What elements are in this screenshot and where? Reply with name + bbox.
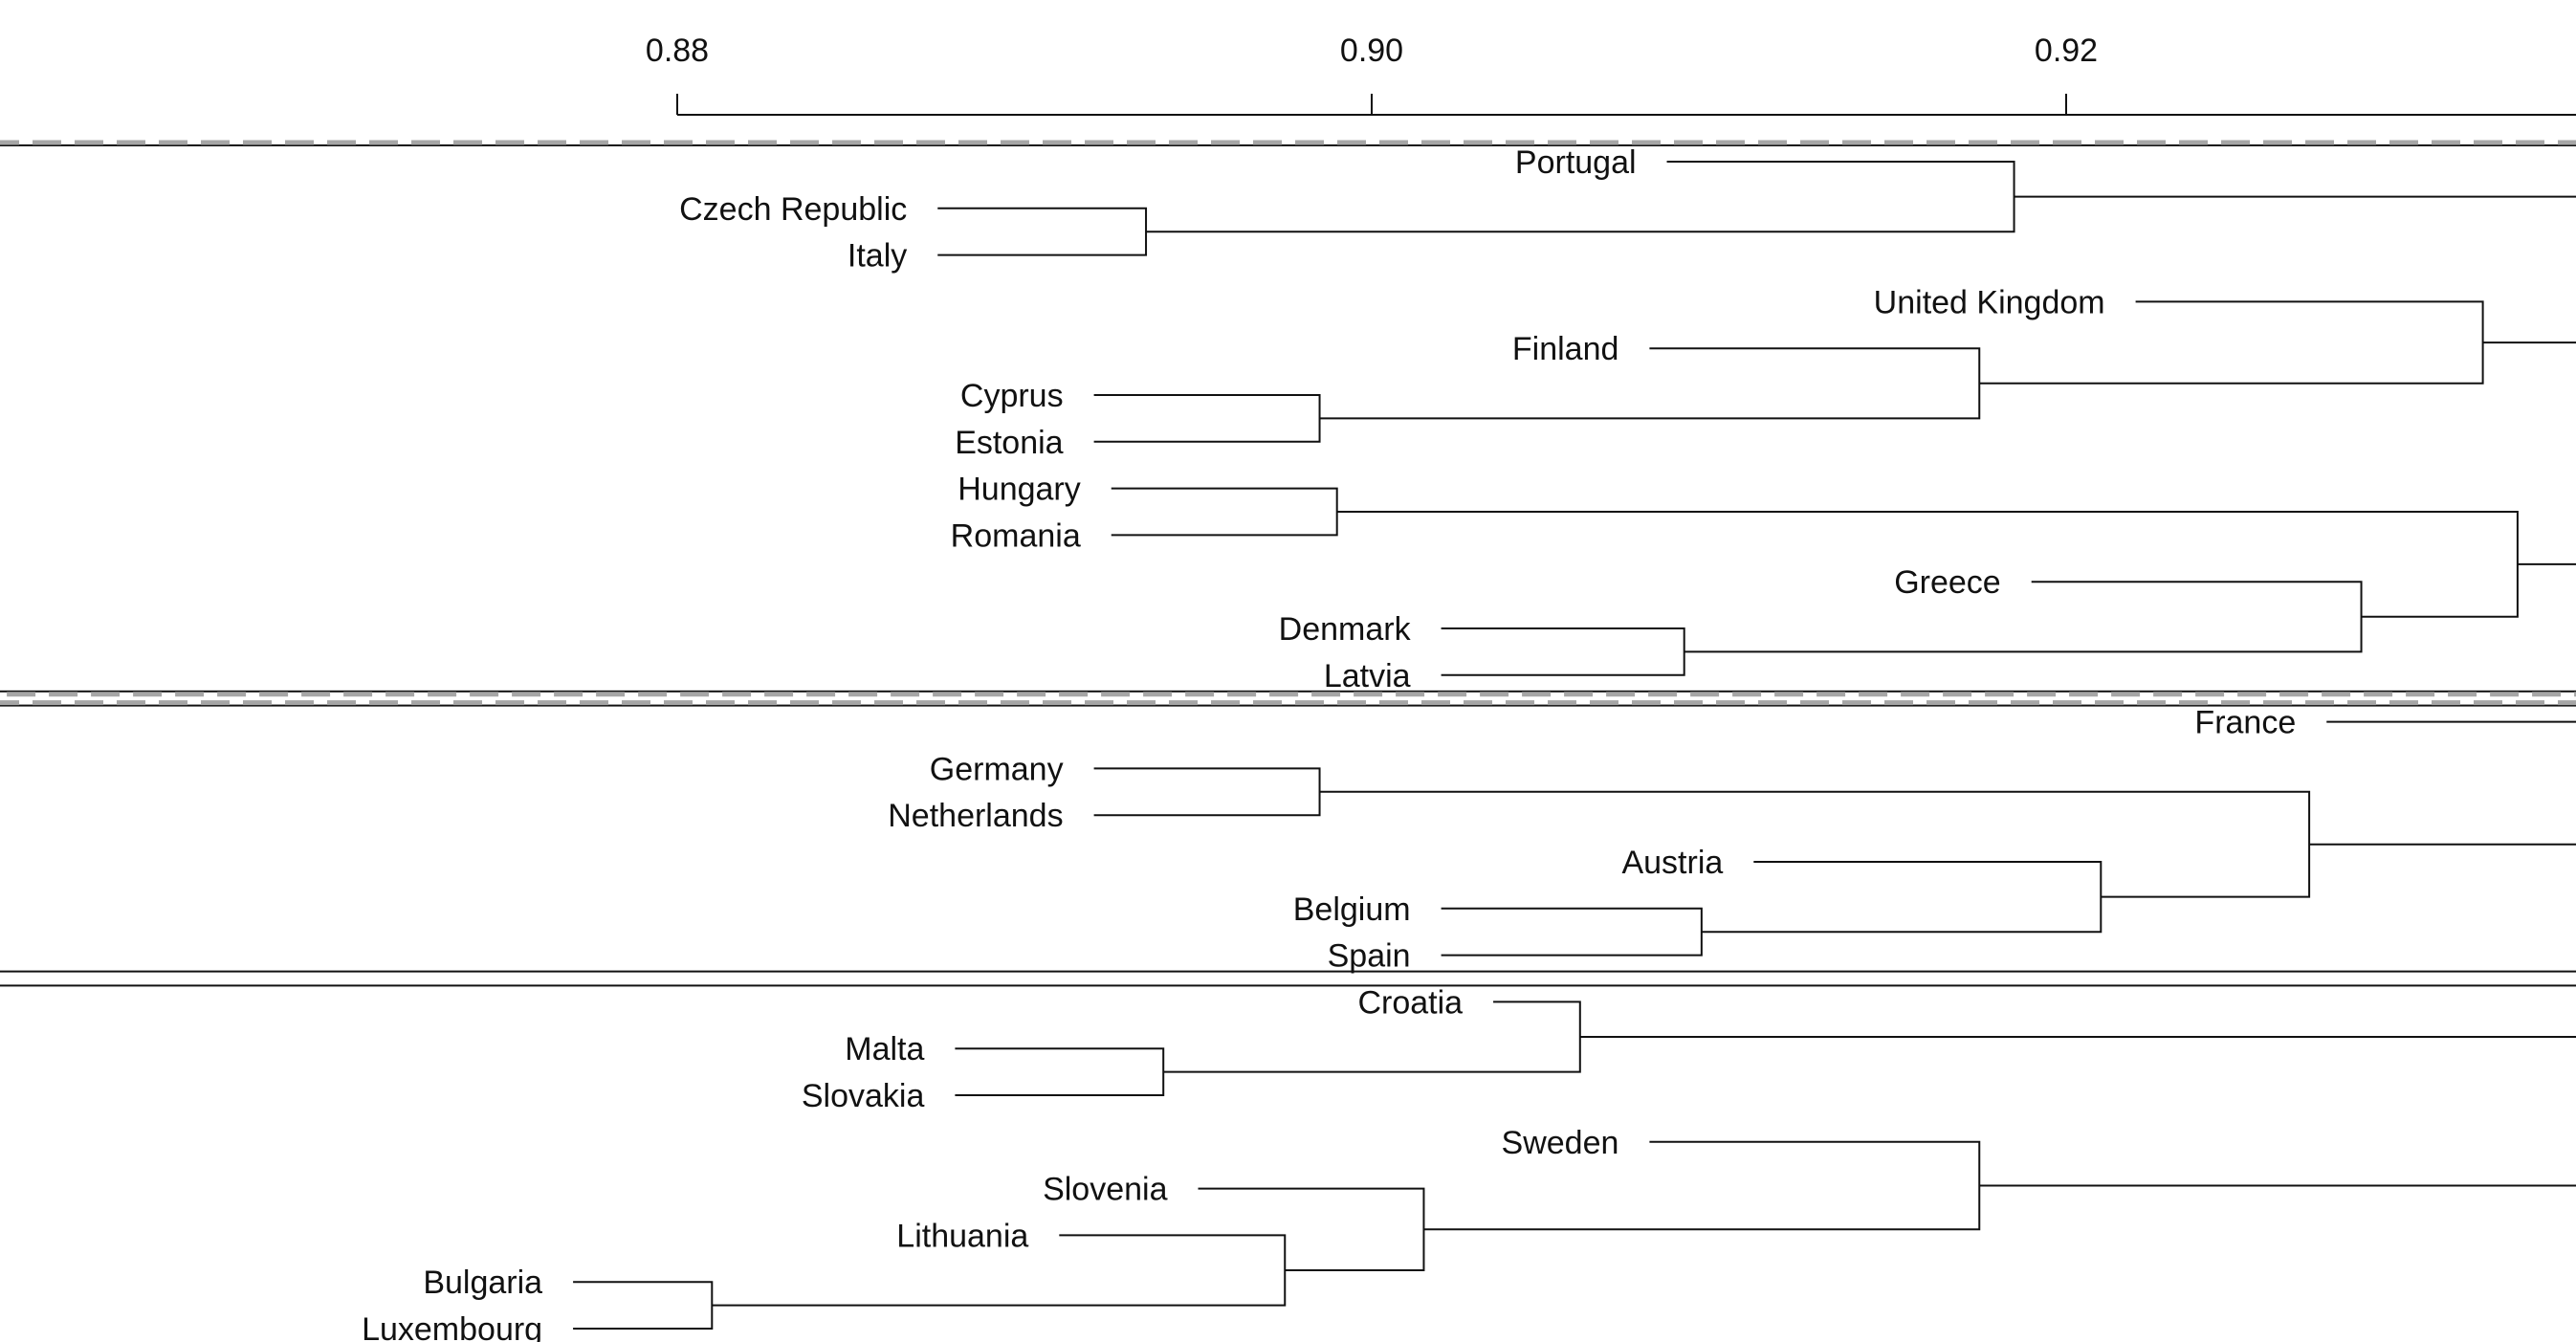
merge-link [2482,341,2576,565]
merge-link [2309,720,2576,846]
dashed-group-1-box [0,140,2576,697]
leaf-label-finland: Finland [1512,331,1619,367]
leaf-label-austria: Austria [1621,845,1723,881]
leaf-label-belgium: Belgium [1293,891,1411,928]
axis-tick-label: 0.92 [2035,33,2098,69]
leaf-label-latvia: Latvia [1324,658,1411,694]
leaf-label-italy: Italy [848,238,907,275]
leaf-label-hungary: Hungary [958,472,1081,508]
merge-link [1093,394,1321,443]
leaf-label-greece: Greece [1894,564,2001,601]
dashed-group-2-box [0,700,2576,706]
leaf-label-romania: Romania [951,517,1081,554]
leaf-label-estonia: Estonia [955,425,1063,461]
leaf-label-croatia: Croatia [1357,984,1463,1021]
merge-link [1684,581,2363,653]
merge-link [1579,1036,2576,1187]
axis-tick-label: 0.90 [1340,33,1403,69]
merge-link [1111,487,1338,537]
merge-link [1319,347,1981,420]
leaf-label-portugal: Portugal [1515,144,1637,181]
merge-link [1319,790,2311,898]
leaf-label-united-kingdom: United Kingdom [1874,284,2105,320]
merge-link [1198,1187,1425,1271]
leaf-label-france: France [2194,705,2296,741]
leaf-label-spain: Spain [1328,938,1411,975]
cluster-3-box [0,984,2576,987]
leaf-label-czech-republic: Czech Republic [679,191,907,228]
axis-tick-label: 0.88 [646,33,709,69]
leaf-label-cyprus: Cyprus [960,378,1064,414]
leaf-label-malta: Malta [845,1031,924,1067]
cluster-1-box [0,144,2576,693]
merge-link [955,1047,1165,1096]
merge-link [1701,861,2103,934]
cluster-2-box [0,704,2576,973]
leaf-label-slovakia: Slovakia [802,1078,925,1114]
leaf-label-netherlands: Netherlands [888,798,1063,834]
leaf-label-slovenia: Slovenia [1043,1172,1168,1208]
merge-link [573,1281,714,1330]
cluster-boxes [0,140,2576,987]
merge-link [1441,627,1685,676]
merge-link [1441,907,1703,957]
merge-link [2014,195,2576,198]
dendrogram-links [573,161,2576,1330]
leaf-label-denmark: Denmark [1279,611,1412,648]
leaf-labels: Portugal Czech Republic Italy United Kingdo… [362,144,2296,1342]
leaf-label-sweden: Sweden [1502,1125,1619,1161]
leaf-label-luxembourg: Luxembourg [362,1311,542,1342]
merge-link [937,207,1148,256]
merge-link [1093,767,1321,817]
leaf-label-bulgaria: Bulgaria [423,1265,542,1301]
leaf-label-germany: Germany [930,751,1064,787]
top-axis: 0.880.900.920.940.960.98 [646,33,2576,116]
leaf-label-lithuania: Lithuania [896,1218,1028,1254]
